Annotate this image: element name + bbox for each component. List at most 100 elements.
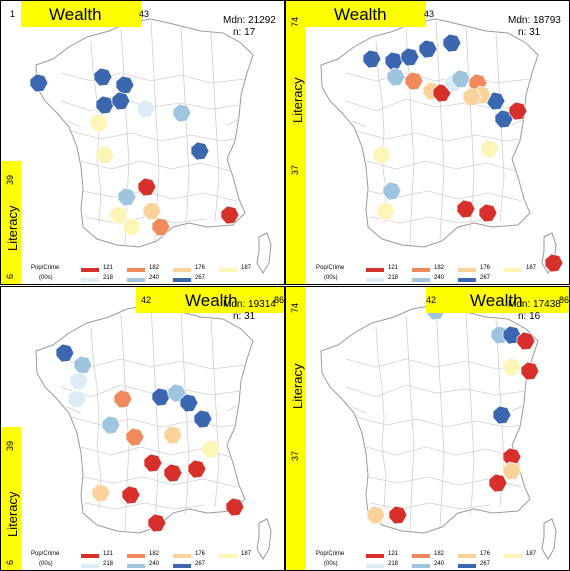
region-15[interactable] <box>187 459 207 479</box>
region-4[interactable] <box>113 389 133 409</box>
legend-swatch <box>173 554 191 558</box>
literacy-axis-bar <box>1 161 21 284</box>
panel-title: Wealth <box>334 5 387 24</box>
region-11[interactable] <box>451 69 471 89</box>
legend-swatch <box>366 278 384 282</box>
region-8[interactable] <box>179 393 199 413</box>
region-13[interactable] <box>109 205 129 225</box>
region-20[interactable] <box>225 497 245 517</box>
region-19[interactable] <box>147 513 167 533</box>
region-9[interactable] <box>193 409 213 429</box>
region-5[interactable] <box>502 357 522 377</box>
corsica-outline <box>256 518 272 560</box>
legend-value: 218 <box>388 275 399 281</box>
region-17[interactable] <box>508 101 528 121</box>
region-11[interactable] <box>366 505 386 525</box>
region-16[interactable] <box>201 439 221 459</box>
region-6[interactable] <box>520 361 540 381</box>
region-5[interactable] <box>101 415 121 435</box>
region-16[interactable] <box>494 109 514 129</box>
panel-title: Wealth <box>470 291 523 310</box>
region-9[interactable] <box>502 461 522 481</box>
legend-swatch <box>412 554 430 558</box>
region-24[interactable] <box>544 253 564 273</box>
region-7[interactable] <box>492 405 512 425</box>
region-3[interactable] <box>69 371 89 391</box>
legend-swatch <box>412 268 430 272</box>
region-22[interactable] <box>478 203 498 223</box>
region-1[interactable] <box>55 343 75 363</box>
region-14[interactable] <box>151 217 171 237</box>
legend: Pop/Crime (00s) 121 182 176 187 218 240 267 <box>286 287 569 570</box>
region-9[interactable] <box>95 145 115 165</box>
region-17[interactable] <box>91 483 111 503</box>
region-10[interactable] <box>190 141 210 161</box>
region-6[interactable] <box>386 67 406 87</box>
median-stat: Mdn: 21292 <box>223 15 276 26</box>
region-3[interactable] <box>400 47 420 67</box>
legend-value: 121 <box>388 551 399 557</box>
legend: Pop/Crime (00s) 121 182 176 187 218 240 267 <box>286 1 569 284</box>
region-16[interactable] <box>122 217 142 237</box>
legend-swatch <box>81 554 99 558</box>
region-12[interactable] <box>117 187 137 207</box>
region-20[interactable] <box>376 201 396 221</box>
region-18[interactable] <box>372 145 392 165</box>
region-6[interactable] <box>136 99 156 119</box>
region-5[interactable] <box>442 33 462 53</box>
region-5[interactable] <box>111 91 131 111</box>
legend-swatch <box>219 554 237 558</box>
region-4[interactable] <box>418 39 438 59</box>
region-9[interactable] <box>432 83 452 103</box>
region-17[interactable] <box>220 205 240 225</box>
region-3[interactable] <box>115 75 135 95</box>
region-1[interactable] <box>29 73 49 93</box>
top-tick-min: 42 <box>141 295 152 305</box>
legend-swatch <box>173 268 191 272</box>
top-tick-max: 43 <box>424 9 435 19</box>
region-7[interactable] <box>172 103 192 123</box>
legend-value: 182 <box>434 265 445 271</box>
wealth-axis-bar <box>426 287 569 313</box>
legend-value: 218 <box>388 561 399 567</box>
legend-value: 182 <box>149 551 160 557</box>
corsica-outline <box>541 518 557 560</box>
region-8[interactable] <box>502 447 522 467</box>
region-1[interactable] <box>362 49 382 69</box>
region-2[interactable] <box>93 67 113 87</box>
legend-swatch <box>458 564 476 568</box>
region-19[interactable] <box>382 181 402 201</box>
region-2[interactable] <box>73 355 93 375</box>
region-15[interactable] <box>462 87 482 107</box>
region-10[interactable] <box>488 473 508 493</box>
region-11[interactable] <box>163 425 183 445</box>
france-map <box>320 18 564 274</box>
region-4[interactable] <box>516 331 536 351</box>
region-12[interactable] <box>388 505 408 525</box>
region-21[interactable] <box>456 199 476 219</box>
region-13[interactable] <box>486 91 506 111</box>
region-10[interactable] <box>125 427 145 447</box>
legend-value: 182 <box>149 265 160 271</box>
region-4[interactable] <box>95 95 115 115</box>
region-23[interactable] <box>480 139 500 159</box>
region-14[interactable] <box>163 463 183 483</box>
n-stat: n: 17 <box>233 27 256 38</box>
region-6[interactable] <box>151 387 171 407</box>
region-12[interactable] <box>67 389 87 409</box>
department-borders <box>60 306 246 532</box>
region-8[interactable] <box>89 113 109 133</box>
region-13[interactable] <box>143 453 163 473</box>
region-7[interactable] <box>404 71 424 91</box>
legend-value: 240 <box>434 561 445 567</box>
region-2[interactable] <box>384 51 404 71</box>
legend-value: 121 <box>103 551 114 557</box>
region-11[interactable] <box>137 177 157 197</box>
region-15[interactable] <box>142 201 162 221</box>
legend-value: 267 <box>195 561 206 567</box>
top-tick-min: 42 <box>426 295 437 305</box>
legend-value: 218 <box>103 275 114 281</box>
region-18[interactable] <box>121 485 141 505</box>
legend-value: 176 <box>195 551 206 557</box>
